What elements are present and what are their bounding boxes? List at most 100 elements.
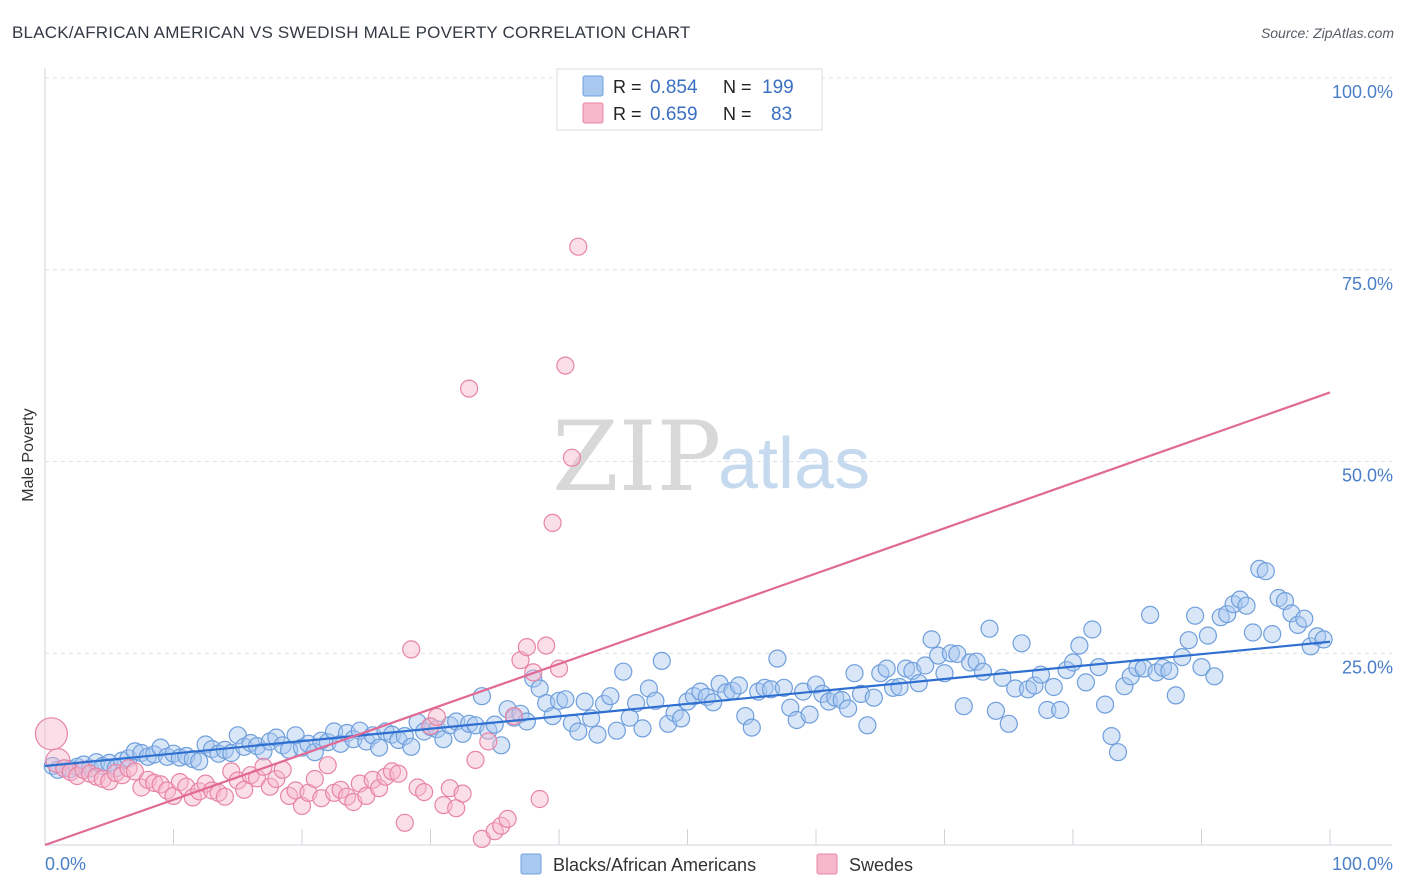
chart-title: BLACK/AFRICAN AMERICAN VS SWEDISH MALE P…	[12, 23, 690, 42]
data-point	[1095, 695, 1115, 714]
data-point	[1063, 653, 1083, 672]
data-point	[530, 789, 549, 809]
data-point	[402, 737, 421, 756]
data-point	[671, 709, 691, 728]
data-point	[864, 688, 883, 707]
data-point	[1256, 562, 1275, 581]
data-point	[415, 782, 434, 802]
data-point	[569, 722, 588, 741]
y-axis-label: Male Poverty	[20, 408, 37, 501]
series-blacks-points	[43, 559, 1333, 779]
data-point	[331, 780, 350, 799]
bottom-legend-label-blacks: Blacks/African Americans	[553, 855, 756, 875]
data-point	[967, 652, 986, 671]
data-point	[986, 701, 1006, 720]
trend-line-swedes	[44, 391, 1331, 847]
data-point	[1205, 667, 1224, 686]
data-point	[427, 707, 446, 727]
data-point	[370, 779, 389, 798]
data-point	[614, 662, 633, 681]
data-point	[736, 706, 755, 726]
data-point	[1006, 679, 1025, 698]
trend-lines	[44, 391, 1331, 847]
data-point	[1160, 661, 1179, 681]
data-point	[1185, 606, 1205, 625]
data-point	[34, 717, 69, 751]
data-point	[170, 772, 189, 792]
data-point	[267, 769, 286, 789]
data-point	[877, 659, 896, 678]
data-point	[305, 769, 324, 789]
data-point	[1218, 604, 1237, 624]
data-point	[1198, 626, 1218, 645]
data-point	[460, 379, 479, 398]
data-point	[1140, 605, 1160, 625]
data-point	[1263, 624, 1282, 644]
legend-swatch-blacks	[582, 75, 604, 97]
data-point	[562, 448, 582, 467]
data-point	[125, 762, 144, 781]
data-point	[190, 752, 209, 771]
data-point	[1089, 657, 1108, 677]
data-point	[569, 237, 588, 256]
data-point	[838, 699, 858, 718]
data-point	[973, 662, 993, 681]
data-point	[254, 757, 273, 776]
data-point	[1044, 677, 1063, 697]
data-point	[575, 692, 594, 711]
x-tick-label: 100.0%	[1332, 854, 1393, 874]
data-point	[273, 736, 292, 755]
legend-r-value-swedes: 0.659	[650, 104, 698, 125]
data-point	[607, 721, 626, 740]
data-point	[292, 796, 312, 816]
data-point	[916, 656, 935, 675]
x-tick-labels: 0.0% 100.0%	[45, 854, 1393, 874]
data-point	[402, 640, 421, 659]
data-point	[395, 813, 414, 832]
y-tick-label: 75.0%	[1342, 274, 1393, 294]
data-point	[954, 697, 973, 716]
data-point	[215, 787, 234, 806]
trend-line-blacks	[44, 640, 1331, 768]
bottom-legend-label-swedes: Swedes	[849, 855, 913, 875]
data-point	[948, 644, 967, 664]
data-point	[890, 677, 909, 697]
x-tick-label: 0.0%	[45, 854, 86, 874]
data-point	[1166, 686, 1185, 705]
data-point	[871, 664, 890, 683]
data-point	[1051, 700, 1070, 720]
data-point	[1038, 700, 1057, 720]
data-point	[729, 676, 749, 695]
data-point	[466, 750, 485, 770]
data-point	[1102, 726, 1121, 746]
data-point	[1076, 673, 1096, 692]
data-point	[1012, 634, 1031, 653]
data-point	[1070, 636, 1089, 655]
data-point	[652, 651, 671, 671]
data-point	[1314, 630, 1333, 649]
data-point	[370, 738, 389, 757]
data-point	[389, 764, 408, 783]
y-tick-label: 50.0%	[1342, 466, 1393, 486]
data-point	[549, 691, 569, 710]
data-point	[800, 705, 819, 724]
y-tick-label: 100.0%	[1332, 82, 1393, 102]
legend-r-label-blacks: R =	[613, 77, 642, 97]
data-point	[941, 644, 961, 663]
data-point	[646, 691, 665, 710]
bottom-legend-swatch-swedes	[816, 853, 838, 875]
data-point	[980, 619, 999, 638]
legend-r-value-blacks: 0.854	[650, 77, 698, 98]
data-point	[479, 732, 498, 751]
data-point	[633, 719, 652, 738]
data-point	[961, 653, 980, 672]
data-point	[601, 687, 620, 706]
data-point	[511, 651, 530, 670]
data-point	[517, 637, 537, 657]
chart-source: Source: ZipAtlas.com	[1261, 25, 1394, 41]
data-point	[858, 716, 877, 735]
data-point	[742, 718, 761, 737]
data-point	[768, 649, 787, 668]
data-point	[845, 664, 864, 683]
